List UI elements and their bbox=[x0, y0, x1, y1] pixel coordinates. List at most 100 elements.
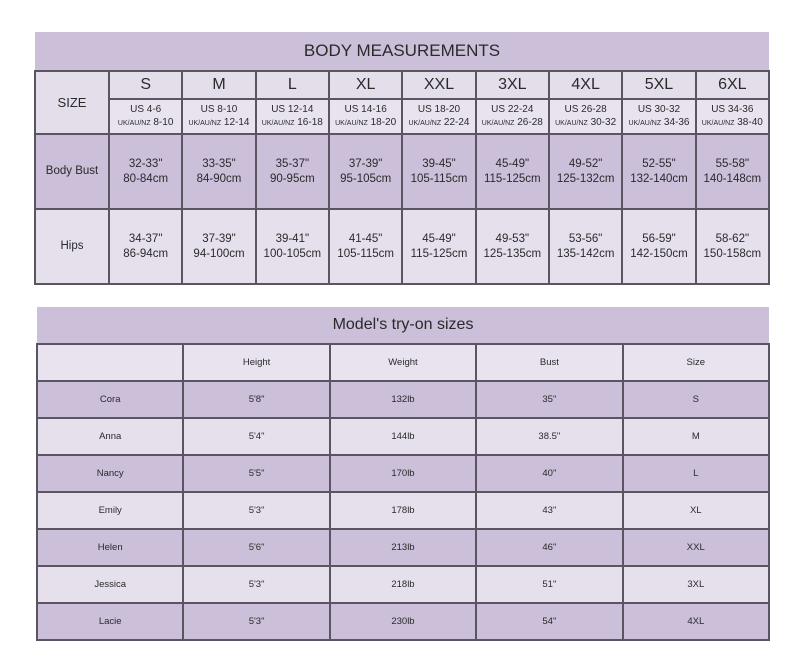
bust-cell: 45-49" 115-125cm bbox=[474, 133, 550, 210]
size-conversion: US 12-14 UK/AU/NZ 16-18 bbox=[254, 98, 330, 135]
hips-cm: 100-105cm bbox=[263, 247, 322, 260]
table-cell: 218lb bbox=[328, 565, 478, 604]
size-name: S bbox=[107, 70, 184, 100]
table-cell: XXL bbox=[621, 528, 771, 567]
table-cell: 51" bbox=[475, 565, 624, 604]
table-cell: 5'3" bbox=[182, 565, 331, 604]
us-size: US 12-14 bbox=[271, 104, 314, 115]
hips-cm: 142-150cm bbox=[630, 247, 688, 260]
table-cell: 213lb bbox=[328, 528, 478, 567]
uk-size: 12-14 bbox=[223, 117, 250, 128]
size-name: 6XL bbox=[694, 70, 771, 100]
uk-size: 38-40 bbox=[737, 117, 763, 128]
hips-cell: 45-49" 115-125cm bbox=[401, 208, 477, 285]
column-header bbox=[35, 343, 185, 382]
bust-inches: 49-52" bbox=[568, 157, 603, 170]
uk-size: 22-24 bbox=[443, 117, 470, 128]
size-name: XL bbox=[327, 70, 404, 100]
size-conversion: US 34-36 UK/AU/NZ 38-40 bbox=[694, 98, 771, 135]
uk-prefix: UK/AU/NZ bbox=[335, 120, 368, 127]
hips-cell: 39-41" 100-105cm bbox=[254, 208, 330, 285]
bust-cell: 33-35" 84-90cm bbox=[181, 133, 257, 210]
uk-size: 16-18 bbox=[297, 117, 323, 128]
hips-cell: 34-37" 86-94cm bbox=[107, 208, 184, 285]
hips-inches: 49-53" bbox=[495, 232, 530, 245]
table-cell: 5'4" bbox=[182, 417, 331, 456]
uk-prefix: UK/AU/NZ bbox=[261, 120, 295, 127]
bust-inches: 33-35" bbox=[202, 157, 236, 170]
hips-cell: 41-45" 105-115cm bbox=[327, 208, 404, 285]
hips-cm: 150-158cm bbox=[703, 247, 762, 260]
bust-cm: 115-125cm bbox=[483, 172, 541, 185]
table-cell: L bbox=[621, 454, 771, 493]
table-cell: 230lb bbox=[328, 602, 478, 641]
uk-size: 30-32 bbox=[590, 117, 617, 128]
body-measurements-table: BODY MEASUREMENTS SIZE S M L XL XXL 3XL 4XL 5XL 6… bbox=[34, 32, 771, 285]
table-cell: XL bbox=[621, 491, 771, 530]
table-cell: Emily bbox=[35, 491, 185, 530]
table-title: Model's try-on sizes bbox=[37, 307, 769, 345]
bust-inches: 35-37" bbox=[275, 157, 310, 170]
bust-inches: 55-58" bbox=[715, 157, 750, 170]
size-name: XXL bbox=[401, 70, 477, 100]
us-size: US 30-32 bbox=[637, 104, 681, 115]
bust-cm: 84-90cm bbox=[196, 172, 242, 185]
table-cell: Cora bbox=[35, 380, 185, 419]
size-name: 5XL bbox=[621, 70, 697, 100]
uk-prefix: UK/AU/NZ bbox=[555, 120, 588, 127]
bust-inches: 39-45" bbox=[422, 157, 456, 170]
hips-cell: 58-62" 150-158cm bbox=[694, 208, 771, 285]
us-size: US 22-24 bbox=[491, 104, 534, 115]
size-name: 4XL bbox=[547, 70, 624, 100]
table-cell: Helen bbox=[35, 528, 185, 567]
table-cell: M bbox=[621, 417, 771, 456]
size-conversion: US 30-32 UK/AU/NZ 34-36 bbox=[621, 98, 697, 135]
table-cell: 144lb bbox=[328, 417, 478, 456]
table-cell: 43" bbox=[475, 491, 624, 530]
hips-inches: 56-59" bbox=[642, 232, 676, 245]
table-cell: 38.5" bbox=[475, 417, 624, 456]
table-row: Jessica 5'3" 218lb 51" 3XL bbox=[35, 565, 771, 604]
size-name: L bbox=[254, 70, 330, 100]
column-header: Height bbox=[182, 343, 331, 382]
bust-cell: 49-52" 125-132cm bbox=[547, 133, 624, 210]
bust-cell: 35-37" 90-95cm bbox=[254, 133, 330, 210]
uk-prefix: UK/AU/NZ bbox=[117, 120, 151, 127]
us-size: US 14-16 bbox=[344, 104, 387, 115]
bust-cell: 39-45" 105-115cm bbox=[401, 133, 477, 210]
uk-size: 8-10 bbox=[153, 117, 174, 128]
hips-inches: 45-49" bbox=[422, 232, 456, 245]
table-row: Nancy 5'5" 170lb 40" L bbox=[35, 454, 771, 493]
bust-cm: 140-148cm bbox=[703, 172, 762, 185]
size-name: 3XL bbox=[474, 70, 550, 100]
table-cell: 46" bbox=[475, 528, 624, 567]
uk-size: 18-20 bbox=[370, 117, 397, 128]
table-title: BODY MEASUREMENTS bbox=[35, 32, 769, 72]
hips-inches: 58-62" bbox=[715, 232, 750, 245]
hips-cm: 94-100cm bbox=[193, 247, 245, 260]
table-row: Anna 5'4" 144lb 38.5" M bbox=[35, 417, 771, 456]
size-conversion: US 26-28 UK/AU/NZ 30-32 bbox=[547, 98, 624, 135]
size-conversion: US 22-24 UK/AU/NZ 26-28 bbox=[474, 98, 550, 135]
hips-inches: 37-39" bbox=[202, 232, 236, 245]
table-cell: 5'3" bbox=[182, 602, 331, 641]
us-size: US 34-36 bbox=[711, 104, 754, 115]
size-conversion: US 8-10 UK/AU/NZ 12-14 bbox=[181, 98, 257, 135]
bust-cell: 37-39" 95-105cm bbox=[327, 133, 404, 210]
hips-label: Hips bbox=[34, 208, 110, 285]
table-cell: Jessica bbox=[35, 565, 185, 604]
hips-cm: 125-135cm bbox=[483, 247, 542, 260]
bust-cell: 32-33" 80-84cm bbox=[107, 133, 184, 210]
bust-cm: 80-84cm bbox=[123, 172, 169, 185]
bust-cm: 95-105cm bbox=[340, 172, 392, 185]
us-size: US 8-10 bbox=[200, 104, 238, 115]
table-cell: Lacie bbox=[35, 602, 185, 641]
hips-inches: 41-45" bbox=[348, 232, 383, 245]
table-cell: Nancy bbox=[35, 454, 185, 493]
hips-cell: 49-53" 125-135cm bbox=[474, 208, 550, 285]
bust-cm: 132-140cm bbox=[630, 172, 688, 185]
table-cell: 3XL bbox=[621, 565, 771, 604]
table-cell: Anna bbox=[35, 417, 185, 456]
hips-cm: 86-94cm bbox=[123, 247, 169, 260]
model-sizes-table: Model's try-on sizes Height Weight Bust Siz… bbox=[35, 307, 771, 641]
